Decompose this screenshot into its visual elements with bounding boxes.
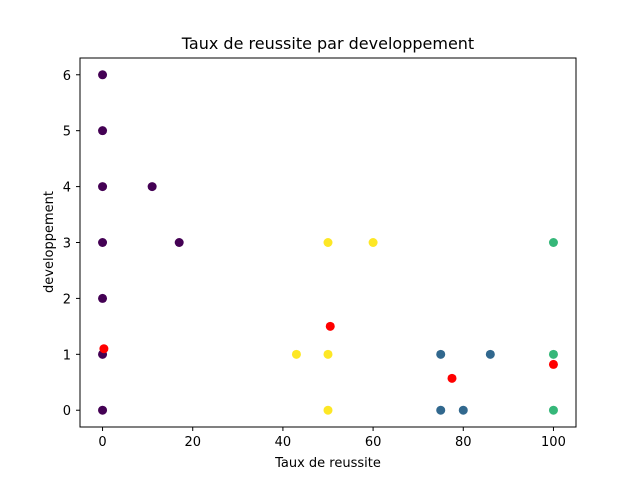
data-point [323,405,333,415]
y-tick-label: 3 [63,237,71,252]
chart-title: Taux de reussite par developpement [181,34,474,53]
data-point [98,70,108,80]
data-point [485,349,495,359]
data-point [98,405,108,415]
x-tick-label: 60 [365,435,382,450]
data-point [436,349,446,359]
x-tick-label: 80 [455,435,472,450]
data-point [147,182,157,192]
x-tick-label: 0 [98,435,106,450]
data-point [323,238,333,247]
x-tick-label: 40 [275,435,292,450]
y-tick-label: 1 [63,348,71,363]
data-point [98,126,108,136]
plot-frame [79,57,577,428]
data-point [98,182,108,192]
y-axis-label: developpement [42,191,57,293]
data-point [99,344,109,354]
y-tick-label: 4 [63,181,71,196]
points-layer [98,70,558,415]
y-tick-label: 2 [63,292,71,307]
data-point [368,238,378,247]
ticks-layer: 0 20 40 60 80 100 0 1 2 3 4 5 6 [63,69,566,450]
data-point [548,238,558,247]
x-axis-label: Taux de reussite [274,456,381,471]
y-tick-label: 0 [63,404,71,419]
y-tick-label: 5 [63,125,71,140]
data-point [548,349,558,359]
y-tick-label: 6 [63,69,71,84]
x-tick-label: 100 [541,435,566,450]
data-point [548,405,558,415]
data-point [458,405,468,415]
x-tick-label: 20 [184,435,201,450]
data-point [98,238,108,247]
data-point [98,293,108,303]
data-point [548,359,558,369]
data-point [291,349,301,359]
data-point [325,321,335,331]
data-point [436,405,446,415]
data-point [174,238,184,247]
data-point [447,373,457,383]
data-point [323,349,333,359]
